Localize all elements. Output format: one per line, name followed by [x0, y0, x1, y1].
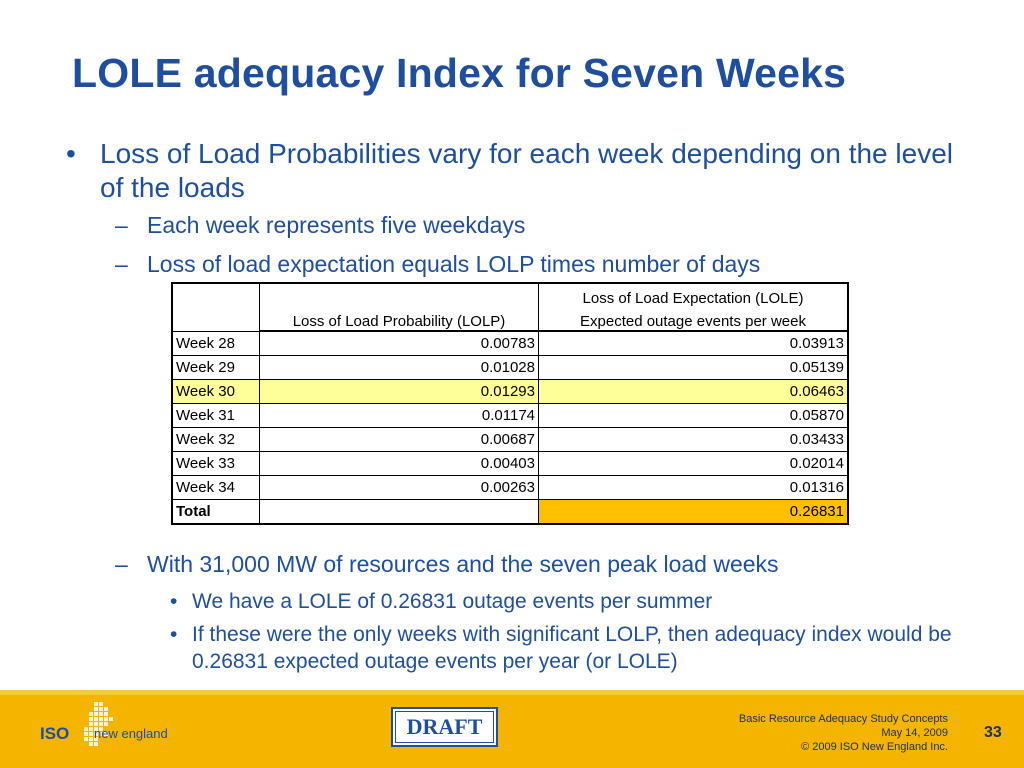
row-name: Week 32: [171, 427, 260, 452]
footer-top-band: [0, 690, 1024, 695]
header-col1-line2: Loss of Load Probability (LOLP): [259, 307, 539, 332]
sub-sub-bullet-2: • If these were the only weeks with sign…: [170, 621, 970, 675]
slide-title: LOLE adequacy Index for Seven Weeks: [72, 50, 847, 96]
corner-header: [171, 282, 260, 331]
logo-new-england-text: new england: [94, 726, 168, 741]
sub-bullet-2: – Loss of load expectation equals LOLP t…: [115, 250, 760, 278]
table-row: Week 34 0.00263 0.01316: [171, 475, 849, 500]
row-lole: 0.03913: [538, 330, 849, 356]
footer-info-line3: © 2009 ISO New England Inc.: [801, 741, 948, 753]
lolp-table: Loss of Load Expectation (LOLE) Loss of …: [171, 282, 849, 525]
row-name: Week 31: [171, 403, 260, 428]
bullet-glyph: •: [170, 623, 178, 646]
table-row-total: Total 0.26831: [171, 499, 849, 525]
sub-sub-bullet-1-text: We have a LOLE of 0.26831 outage events …: [192, 590, 713, 613]
sub-bullet-1-text: Each week represents five weekdays: [147, 212, 526, 238]
dash-glyph: –: [115, 251, 128, 277]
row-lolp: 0.00403: [259, 451, 539, 476]
dash-glyph: –: [115, 551, 128, 577]
row-name: Week 34: [171, 475, 260, 500]
row-lole: 0.05139: [538, 355, 849, 380]
total-lolp: [259, 499, 539, 525]
row-lole: 0.01316: [538, 475, 849, 500]
row-lole: 0.06463: [538, 379, 849, 404]
table-row: Week 31 0.01174 0.05870: [171, 403, 849, 428]
row-name: Week 33: [171, 451, 260, 476]
total-label: Total: [171, 499, 260, 525]
bullet-main: • Loss of Load Probabilities vary for ea…: [66, 137, 976, 205]
row-lole: 0.03433: [538, 427, 849, 452]
row-lolp: 0.01174: [259, 403, 539, 428]
draft-stamp: DRAFT: [391, 707, 498, 747]
table-row: Week 32 0.00687 0.03433: [171, 427, 849, 452]
header-col2-line2: Expected outage events per week: [538, 307, 849, 332]
row-lolp: 0.00263: [259, 475, 539, 500]
row-lolp: 0.00783: [259, 330, 539, 356]
table-row: Week 29 0.01028 0.05139: [171, 355, 849, 380]
bullet-glyph: •: [66, 138, 76, 169]
sub-sub-bullet-1: • We have a LOLE of 0.26831 outage event…: [170, 588, 970, 615]
row-lolp: 0.01293: [259, 379, 539, 404]
row-name: Week 30: [171, 379, 260, 404]
row-lolp: 0.01028: [259, 355, 539, 380]
sub-bullet-3-text: With 31,000 MW of resources and the seve…: [147, 551, 779, 577]
row-lole: 0.05870: [538, 403, 849, 428]
table-row: Week 33 0.00403 0.02014: [171, 451, 849, 476]
dash-glyph: –: [115, 212, 128, 238]
sub-bullet-1: – Each week represents five weekdays: [115, 211, 525, 239]
row-lolp: 0.00687: [259, 427, 539, 452]
draft-inner-border: [395, 711, 494, 743]
sub-sub-bullet-2-text: If these were the only weeks with signif…: [192, 623, 952, 673]
iso-new-england-logo: ISO new england: [40, 698, 190, 760]
sub-bullet-3: – With 31,000 MW of resources and the se…: [115, 550, 779, 578]
row-name: Week 28: [171, 330, 260, 356]
logo-iso-text: ISO: [40, 724, 70, 743]
row-lole: 0.02014: [538, 451, 849, 476]
new-england-map-icon: [84, 702, 113, 746]
footer-band: ISO new england: [0, 690, 1024, 768]
page-number: 33: [984, 724, 1002, 741]
draft-text: DRAFT: [406, 714, 483, 739]
table-row: Week 28 0.00783 0.03913: [171, 330, 849, 356]
total-lole: 0.26831: [538, 499, 849, 525]
table-row-highlighted: Week 30 0.01293 0.06463: [171, 379, 849, 404]
footer-info: Basic Resource Adequacy Study Concepts M…: [739, 712, 948, 754]
bullet-glyph: •: [170, 590, 178, 613]
footer-info-line2: May 14, 2009: [881, 727, 948, 739]
sub-bullet-2-text: Loss of load expectation equals LOLP tim…: [147, 251, 761, 277]
row-name: Week 29: [171, 355, 260, 380]
header-col2-line1: Loss of Load Expectation (LOLE): [538, 282, 849, 307]
bullet-main-text: Loss of Load Probabilities vary for each…: [100, 138, 953, 203]
footer-info-line1: Basic Resource Adequacy Study Concepts: [738, 713, 948, 725]
header-col1-line1: [259, 282, 539, 307]
